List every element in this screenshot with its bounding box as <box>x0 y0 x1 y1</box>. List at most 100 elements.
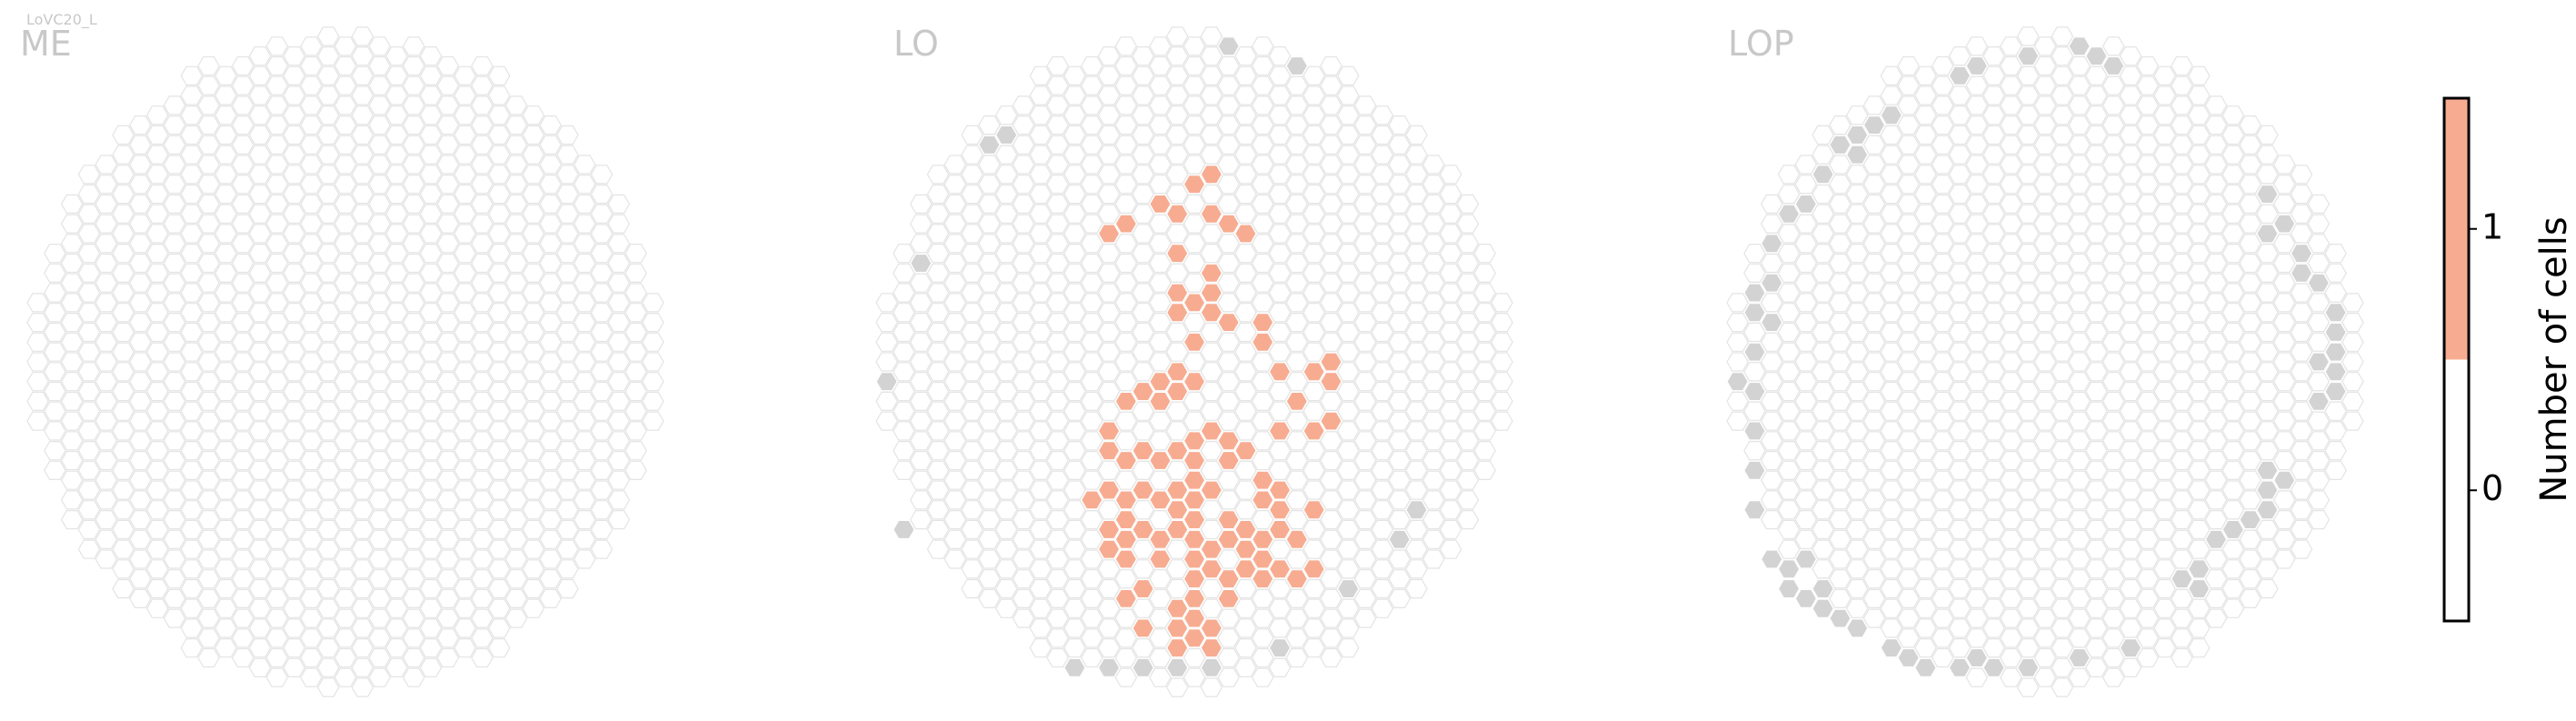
grid-hex <box>1760 194 1783 214</box>
grid-hex <box>265 352 289 372</box>
grid-hex <box>334 115 357 135</box>
grid-hex <box>556 184 579 205</box>
grid-hex <box>2000 273 2022 293</box>
grid-hex <box>590 184 614 205</box>
grid-hex <box>1931 391 1954 411</box>
grid-hex <box>1149 36 1172 56</box>
grid-hex <box>2119 519 2142 540</box>
grid-hex <box>145 519 169 540</box>
cell-hex <box>1251 490 1274 510</box>
grid-hex <box>1268 342 1292 362</box>
grid-hex <box>1422 411 1445 431</box>
grid-hex <box>2068 470 2091 490</box>
grid-hex <box>1948 637 1972 658</box>
grid-hex <box>2136 431 2160 451</box>
grid-hex <box>1931 175 1954 195</box>
grid-hex <box>1880 125 1903 145</box>
grid-hex <box>1456 313 1480 333</box>
grid-hex <box>368 549 391 569</box>
grid-hex <box>1114 234 1138 254</box>
grid-hex <box>248 125 272 145</box>
grid-hex <box>2136 214 2160 234</box>
grid-hex <box>522 244 545 264</box>
grid-hex <box>1914 401 1937 421</box>
grid-hex <box>436 628 460 648</box>
grid-hex <box>1029 165 1053 185</box>
grid-hex <box>1845 322 1869 343</box>
grid-hex <box>1217 470 1240 490</box>
grid-hex <box>1931 135 1954 155</box>
grid-hex <box>2204 95 2228 115</box>
grid-hex <box>471 115 494 135</box>
grid-hex <box>1897 234 1920 254</box>
grid-hex <box>26 332 49 352</box>
grid-hex <box>1982 65 2005 86</box>
grid-hex <box>1149 155 1172 175</box>
grid-hex <box>944 253 967 274</box>
grid-hex <box>2085 480 2108 500</box>
grid-hex <box>1149 628 1172 648</box>
grid-hex <box>1268 45 1292 66</box>
grid-hex <box>2051 598 2074 618</box>
cell-hex <box>1268 500 1292 520</box>
grid-hex <box>522 500 545 520</box>
grid-hex <box>1063 125 1086 145</box>
grid-hex <box>1149 313 1172 333</box>
grid-hex <box>368 431 391 451</box>
grid-hex <box>1285 470 1309 490</box>
grid-hex <box>402 352 425 372</box>
grid-hex <box>2136 175 2160 195</box>
grid-hex <box>419 362 443 382</box>
cell-hex <box>1268 559 1292 579</box>
grid-hex <box>215 421 237 441</box>
grid-hex <box>402 450 425 471</box>
grid-hex <box>1285 115 1309 135</box>
grid-hex <box>2136 95 2160 115</box>
figure-title: LoVC20_L <box>26 11 97 29</box>
grid-hex <box>300 470 323 490</box>
grid-hex <box>573 490 596 510</box>
missing-column <box>2102 55 2125 76</box>
grid-hex <box>1063 539 1086 559</box>
grid-hex <box>1829 391 1852 411</box>
grid-hex <box>961 322 983 343</box>
grid-hex <box>2272 273 2296 293</box>
grid-hex <box>2324 441 2347 461</box>
grid-hex <box>334 135 357 155</box>
grid-hex <box>2307 431 2331 451</box>
grid-hex <box>1812 401 1834 421</box>
grid-hex <box>926 381 950 402</box>
cell-hex <box>1114 588 1138 609</box>
grid-hex <box>961 263 983 283</box>
grid-hex <box>1473 244 1496 264</box>
grid-hex <box>1794 234 1818 254</box>
grid-hex <box>1880 165 1903 185</box>
grid-hex <box>454 460 476 481</box>
grid-hex <box>1132 244 1154 264</box>
grid-hex <box>334 588 357 609</box>
grid-hex <box>1880 85 1903 105</box>
grid-hex <box>994 362 1018 382</box>
grid-hex <box>316 283 340 303</box>
grid-hex <box>300 509 323 530</box>
grid-hex <box>944 273 967 293</box>
grid-hex <box>1336 381 1360 402</box>
grid-hex <box>1114 411 1138 431</box>
grid-hex <box>1200 85 1223 105</box>
grid-hex <box>197 273 220 293</box>
grid-hex <box>1268 184 1292 205</box>
grid-hex <box>1777 519 1801 540</box>
grid-hex <box>487 65 511 86</box>
grid-hex <box>1948 618 1972 638</box>
grid-hex <box>283 65 305 86</box>
colorbar: 01 Number of cells <box>2442 96 2575 623</box>
grid-hex <box>2187 224 2211 244</box>
grid-hex <box>1760 332 1783 352</box>
grid-hex <box>419 480 443 500</box>
grid-hex <box>961 460 983 481</box>
grid-hex <box>1114 667 1138 687</box>
grid-hex <box>2187 362 2211 382</box>
cell-hex <box>1320 411 1343 431</box>
missing-column <box>1200 657 1223 678</box>
grid-hex <box>2000 372 2022 392</box>
